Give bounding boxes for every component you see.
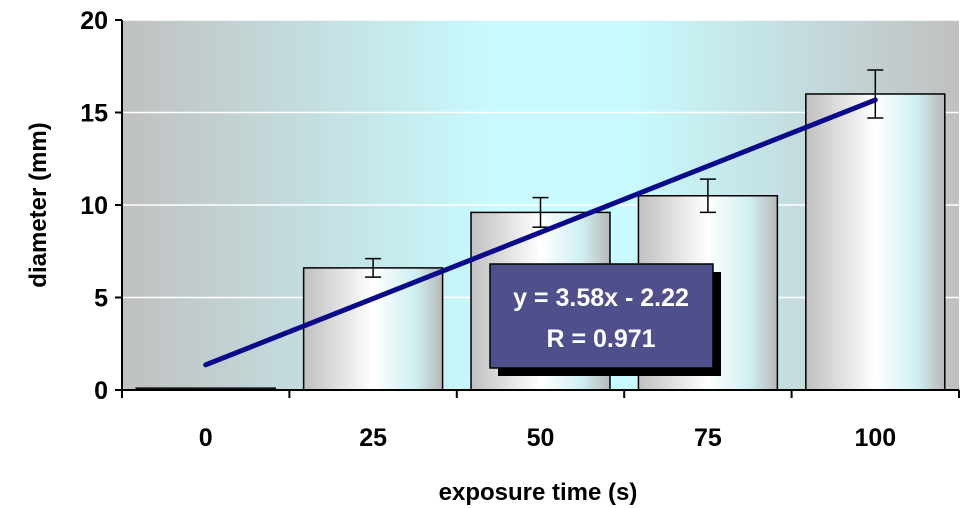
- y-tick-label: 0: [94, 377, 108, 405]
- x-axis-title: exposure time (s): [439, 479, 638, 506]
- y-tick-labels: 0 5 10 15 20: [80, 7, 108, 405]
- x-tick-label: 100: [854, 424, 896, 452]
- x-tick-label: 50: [527, 424, 555, 452]
- bar-100: [805, 93, 946, 391]
- error-bars: [365, 69, 884, 278]
- x-tick-label: 0: [199, 424, 213, 452]
- axes: [115, 19, 960, 398]
- error-bar-75: [699, 178, 716, 214]
- error-bar-50: [532, 196, 549, 228]
- trendline-r-value: R = 0.971: [546, 325, 655, 353]
- x-tick-label: 25: [359, 424, 387, 452]
- trendline-line: [203, 97, 878, 368]
- y-tick-label: 10: [80, 192, 108, 220]
- y-axis-title: diameter (mm): [25, 122, 52, 287]
- y-tick-label: 5: [94, 285, 108, 313]
- error-bar-25: [365, 257, 382, 278]
- x-tick-labels: 0 25 50 75 100: [199, 424, 896, 452]
- bar-25: [302, 267, 444, 391]
- y-tick-label: 15: [80, 100, 108, 128]
- error-bar-100: [867, 69, 884, 119]
- trendline: [203, 97, 878, 368]
- trendline-equation: y = 3.58x - 2.22: [513, 284, 689, 312]
- y-tick-label: 20: [80, 7, 108, 35]
- x-tick-label: 75: [694, 424, 722, 452]
- equation-box: y = 3.58x - 2.22 R = 0.971: [489, 263, 721, 376]
